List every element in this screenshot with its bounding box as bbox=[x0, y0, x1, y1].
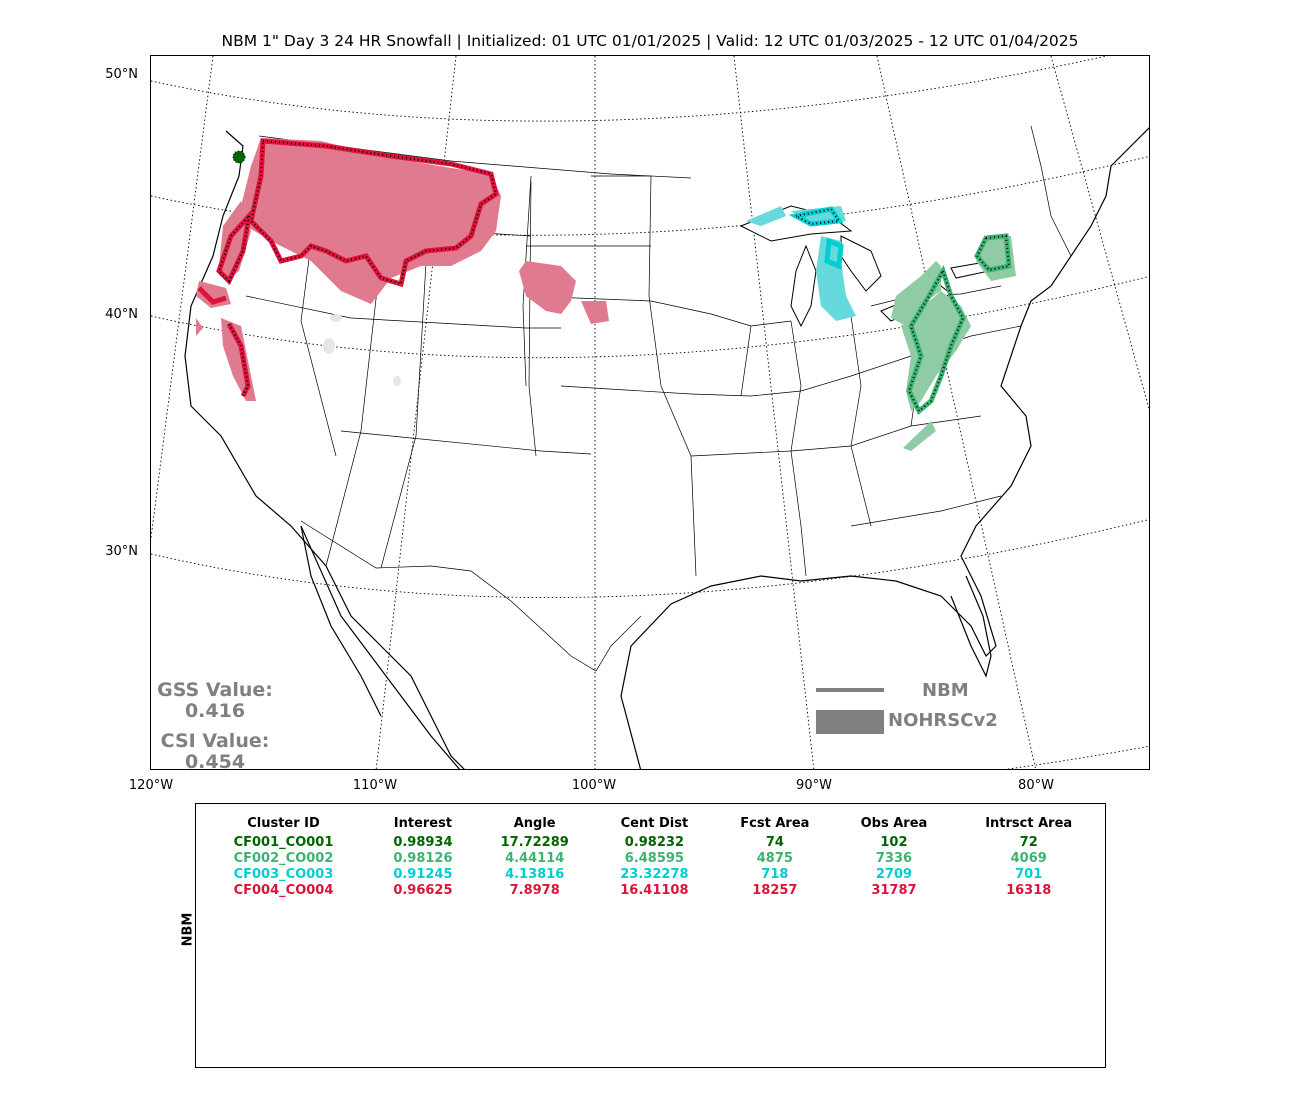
csi-score: CSI Value: 0.454 bbox=[153, 731, 277, 770]
table-row: CF003_CO003 0.91245 4.13816 23.32278 718 2709… bbox=[196, 867, 1105, 883]
table-row: CF004_CO004 0.96625 7.8978 16.41108 18257 317… bbox=[196, 883, 1105, 899]
meridian-90 bbox=[733, 56, 815, 769]
table-cell: 0.96625 bbox=[393, 883, 453, 898]
map-title: NBM 1" Day 3 24 HR Snowfall | Initialize… bbox=[221, 32, 1079, 50]
table-row: CF001_CO001 0.98934 17.72289 0.98232 74 102 72 bbox=[196, 835, 1105, 851]
obs-gray-patches bbox=[323, 314, 401, 386]
lake-michigan bbox=[790, 244, 817, 328]
column-header: Angle bbox=[513, 816, 556, 831]
legend-nbm-label: NBM bbox=[922, 680, 969, 701]
obs-cluster-4 bbox=[196, 138, 609, 401]
us-coastline bbox=[184, 130, 465, 769]
table-cell: 0.91245 bbox=[393, 867, 453, 882]
column-header: Fcst Area bbox=[740, 816, 810, 831]
table-cell: CF004_CO004 bbox=[233, 883, 334, 898]
map-panel: GSS Value: 0.416 CSI Value: 0.454 NBM NO… bbox=[150, 55, 1150, 770]
parallel-30 bbox=[151, 519, 1149, 598]
table-header-row: Cluster ID Interest Angle Cent Dist Fcst Are… bbox=[196, 814, 1105, 835]
lon-label-90: 90°W bbox=[796, 778, 832, 793]
table-body: CF001_CO001 0.98934 17.72289 0.98232 74 102 72… bbox=[196, 835, 1105, 899]
us-mexico-border bbox=[300, 520, 642, 672]
florida bbox=[950, 575, 992, 678]
parallel-25 bbox=[1004, 745, 1149, 769]
table-cell: 7.8978 bbox=[509, 883, 560, 898]
table-cell: 72 bbox=[1019, 835, 1038, 850]
table-cell: 4069 bbox=[1010, 851, 1047, 866]
table-cell: 16.41108 bbox=[620, 883, 689, 898]
lat-label-30: 30°N bbox=[105, 544, 138, 559]
table-cell: 7336 bbox=[875, 851, 913, 866]
lon-label-80: 80°W bbox=[1018, 778, 1054, 793]
table-cell: 0.98232 bbox=[624, 835, 684, 850]
table-cell: 2709 bbox=[875, 867, 913, 882]
lat-label-40: 40°N bbox=[105, 307, 138, 322]
fcst-cluster-3 bbox=[788, 206, 844, 270]
table-cell: 718 bbox=[761, 867, 789, 882]
lon-label-120: 120°W bbox=[128, 778, 174, 793]
table-cell: 16318 bbox=[1006, 883, 1052, 898]
legend-nohrsc-swatch bbox=[816, 710, 884, 734]
table-cell: 31787 bbox=[871, 883, 917, 898]
gss-label: GSS Value: bbox=[157, 679, 273, 701]
column-header: Cluster ID bbox=[247, 816, 320, 831]
table-cell: CF001_CO001 bbox=[233, 835, 334, 850]
table-cell: 4875 bbox=[756, 851, 793, 866]
baja bbox=[300, 525, 382, 717]
table-cell: 17.72289 bbox=[500, 835, 569, 850]
table-cell: 4.44114 bbox=[505, 851, 565, 866]
csi-value: 0.454 bbox=[184, 751, 246, 770]
table-cell: 102 bbox=[880, 835, 908, 850]
meridian-70 bbox=[1050, 56, 1149, 411]
meridian-80 bbox=[876, 56, 1037, 769]
column-header: Cent Dist bbox=[620, 816, 689, 831]
lat-label-50: 50°N bbox=[105, 67, 138, 82]
column-header: Interest bbox=[393, 816, 453, 831]
table-cell: 0.98126 bbox=[393, 851, 453, 866]
fcst-cluster-2 bbox=[906, 233, 1012, 415]
legend-nohrsc-label: NOHRSCv2 bbox=[888, 710, 998, 731]
meridian-120 bbox=[151, 56, 214, 542]
fcst-cluster-1 bbox=[232, 150, 246, 164]
coastline bbox=[184, 127, 1149, 769]
table-cell: 18257 bbox=[752, 883, 798, 898]
csi-label: CSI Value: bbox=[160, 730, 270, 752]
stats-table: Cluster ID Interest Angle Cent Dist Fcst Are… bbox=[196, 814, 1105, 899]
gss-score: GSS Value: 0.416 bbox=[153, 680, 277, 722]
table-cell: CF003_CO003 bbox=[233, 867, 334, 882]
gulf-coast bbox=[620, 127, 1149, 769]
table-cell: 23.32278 bbox=[620, 867, 689, 882]
table-cell: 6.48595 bbox=[624, 851, 684, 866]
table-cell: 0.98934 bbox=[393, 835, 453, 850]
table-row: CF002_CO002 0.98126 4.44114 6.48595 4875 7336… bbox=[196, 851, 1105, 867]
parallel-40 bbox=[151, 276, 1149, 359]
obs-cluster-2 bbox=[891, 236, 1016, 451]
lake-huron bbox=[840, 235, 882, 292]
legend-nbm-line bbox=[816, 688, 884, 692]
lon-label-110: 110°W bbox=[352, 778, 398, 793]
table-side-label: NBM bbox=[180, 912, 196, 947]
table-cell: CF002_CO002 bbox=[233, 851, 334, 866]
mexico-coast bbox=[300, 525, 461, 769]
table-cell: 4.13816 bbox=[505, 867, 565, 882]
parallel-50 bbox=[151, 56, 1109, 122]
fcst-cluster-4 bbox=[197, 138, 499, 398]
column-header: Obs Area bbox=[860, 816, 928, 831]
cluster-stats-table: NBM Cluster ID Interest Angle Cent Dist Fcst… bbox=[181, 803, 1106, 1068]
column-header: Intrsct Area bbox=[985, 816, 1073, 831]
gss-value: 0.416 bbox=[184, 700, 246, 722]
lon-label-100: 100°W bbox=[571, 778, 617, 793]
map-canvas bbox=[151, 56, 1149, 769]
table-cell: 701 bbox=[1015, 867, 1043, 882]
table-cell: 74 bbox=[765, 835, 784, 850]
